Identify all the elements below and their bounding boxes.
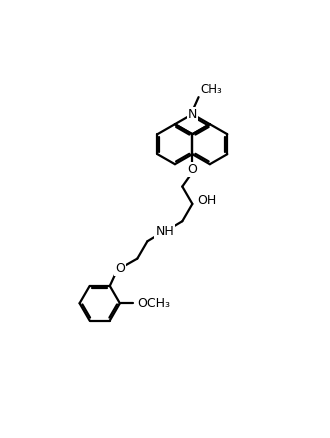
Text: NH: NH [155,225,174,238]
Text: CH₃: CH₃ [200,83,222,95]
Text: OCH₃: OCH₃ [138,297,171,310]
Text: N: N [188,108,197,120]
Text: OH: OH [197,194,216,207]
Text: O: O [115,262,125,275]
Text: O: O [187,162,197,176]
